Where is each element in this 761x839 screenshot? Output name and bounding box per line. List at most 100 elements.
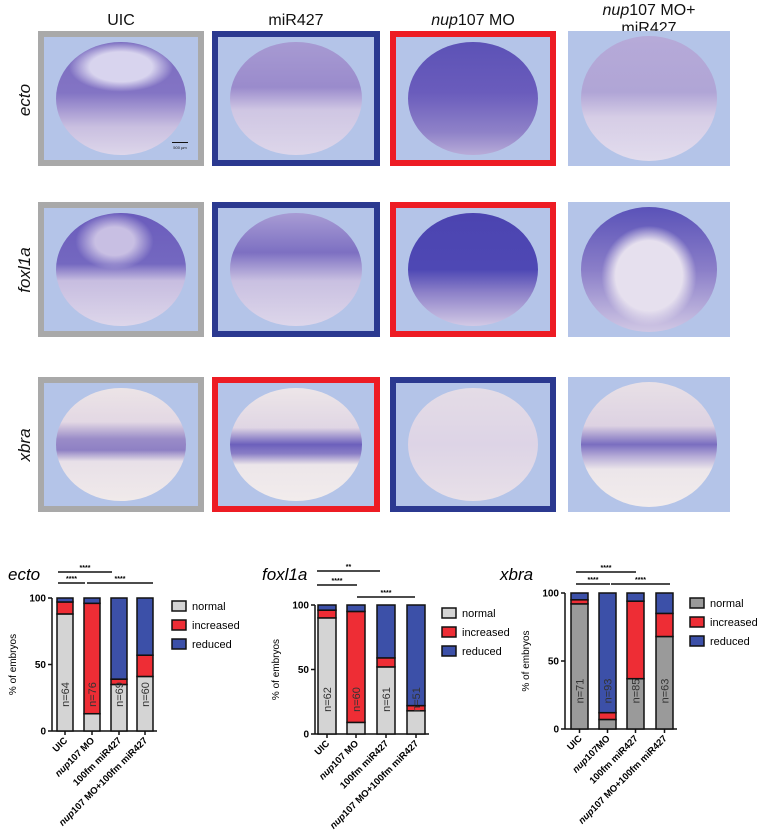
y-tick-label: 0 xyxy=(40,727,46,738)
legend-swatch-normal xyxy=(171,600,187,612)
bar-segment-increased xyxy=(655,612,674,638)
bar-segment-reduced xyxy=(317,604,337,611)
legend-label-normal: normal xyxy=(462,608,496,620)
bar-segment-normal xyxy=(570,603,589,730)
bar-segment-increased xyxy=(376,657,396,668)
header-text: miR427 xyxy=(268,12,324,29)
bar-segment-increased xyxy=(626,600,645,680)
embryo xyxy=(56,387,186,502)
legend-label-reduced: reduced xyxy=(462,646,502,658)
significance-label: ** xyxy=(346,564,352,571)
significance-label: **** xyxy=(588,577,599,584)
bar-segment-reduced xyxy=(376,604,396,659)
column-header-mir427: miR427 xyxy=(212,12,380,30)
bar-segment-normal xyxy=(83,712,101,732)
bar-segment-reduced xyxy=(406,604,426,707)
legend-swatch-reduced xyxy=(689,635,705,647)
legend-swatch-increased xyxy=(171,619,187,631)
n-label: n=64 xyxy=(60,682,72,707)
significance-label: **** xyxy=(80,565,91,572)
embryo xyxy=(580,207,718,332)
embryo-image-xbra-nup107-mo-mir427 xyxy=(568,377,730,512)
header-text: 107 MO+ xyxy=(629,2,696,19)
scale-bar-label: 500 µm xyxy=(173,145,187,150)
embryo-image-foxl1a-mir427 xyxy=(212,202,380,337)
embryo xyxy=(408,212,538,327)
n-label: n=71 xyxy=(575,679,587,704)
embryo xyxy=(230,387,362,502)
legend-swatch-normal xyxy=(441,607,457,619)
n-label: n=51 xyxy=(411,687,423,712)
legend-label-normal: normal xyxy=(710,598,744,610)
n-label: n=85 xyxy=(631,679,643,704)
bar-segment-normal xyxy=(317,617,337,735)
significance-label: **** xyxy=(635,577,646,584)
scale-bar-line xyxy=(172,141,188,143)
n-label: n=63 xyxy=(660,679,672,704)
header-text: UIC xyxy=(107,12,135,29)
bar-segment-normal xyxy=(346,721,366,735)
bar-segment-reduced xyxy=(655,592,674,615)
y-tick-label: 100 xyxy=(542,589,559,600)
bar-segment-increased xyxy=(598,711,617,721)
n-label: n=60 xyxy=(140,682,152,707)
chart-title: xbra xyxy=(499,565,533,584)
bar-segment-reduced xyxy=(110,597,128,680)
column-header-nup107-mo: nup107 MO xyxy=(390,12,556,30)
x-tick-label: UIC xyxy=(51,735,70,754)
n-label: n=61 xyxy=(381,687,393,712)
bar-segment-increased xyxy=(317,609,337,619)
scale-bar: 500 µm xyxy=(172,141,188,150)
y-axis-label: % of embryos xyxy=(8,634,19,695)
embryo xyxy=(230,212,362,327)
significance-label: **** xyxy=(115,576,126,583)
legend-swatch-reduced xyxy=(171,638,187,650)
legend-label-reduced: reduced xyxy=(710,636,750,648)
y-tick-label: 0 xyxy=(553,725,559,736)
header-text: 107 MO xyxy=(457,12,515,29)
bar-segment-normal xyxy=(598,718,617,730)
embryo-image-ecto-mir427 xyxy=(212,31,380,166)
bar-segment-normal xyxy=(56,613,74,732)
legend-swatch-normal xyxy=(689,597,705,609)
n-label: n=76 xyxy=(87,682,99,707)
embryo xyxy=(408,387,538,502)
x-tick-label: UIC xyxy=(313,738,332,757)
header-italic: nup xyxy=(431,12,458,29)
embryo xyxy=(580,36,718,161)
bar-segment-increased xyxy=(56,601,74,615)
legend-swatch-increased xyxy=(689,616,705,628)
bar-segment-reduced xyxy=(570,592,589,601)
embryo-image-foxl1a-uic xyxy=(38,202,204,337)
bar-segment-reduced xyxy=(56,597,74,603)
bar-segment-reduced xyxy=(598,592,617,714)
significance-label: **** xyxy=(381,590,392,597)
embryo-image-xbra-nup107-mo xyxy=(390,377,556,512)
y-tick-label: 100 xyxy=(29,594,46,605)
bar-segment-reduced xyxy=(83,597,101,605)
bar-segment-normal xyxy=(406,710,426,735)
column-header-uic: UIC xyxy=(38,12,204,30)
bar-segment-reduced xyxy=(626,592,645,602)
significance-label: **** xyxy=(66,576,77,583)
y-tick-label: 50 xyxy=(548,657,560,668)
embryo-image-foxl1a-nup107-mo xyxy=(390,202,556,337)
n-label: n=93 xyxy=(603,679,615,704)
legend-label-increased: increased xyxy=(192,620,240,632)
significance-label: **** xyxy=(332,578,343,585)
significance-label: **** xyxy=(601,565,612,572)
bar-segment-reduced xyxy=(346,604,366,613)
n-label: n=60 xyxy=(351,687,363,712)
chart-title: ecto xyxy=(8,565,40,584)
y-tick-label: 50 xyxy=(298,665,310,676)
y-axis-label: % of embryos xyxy=(271,639,282,700)
embryo xyxy=(56,41,186,156)
bar-segment-increased xyxy=(136,654,154,678)
bar-segment-reduced xyxy=(136,597,154,656)
y-tick-label: 0 xyxy=(303,730,309,741)
